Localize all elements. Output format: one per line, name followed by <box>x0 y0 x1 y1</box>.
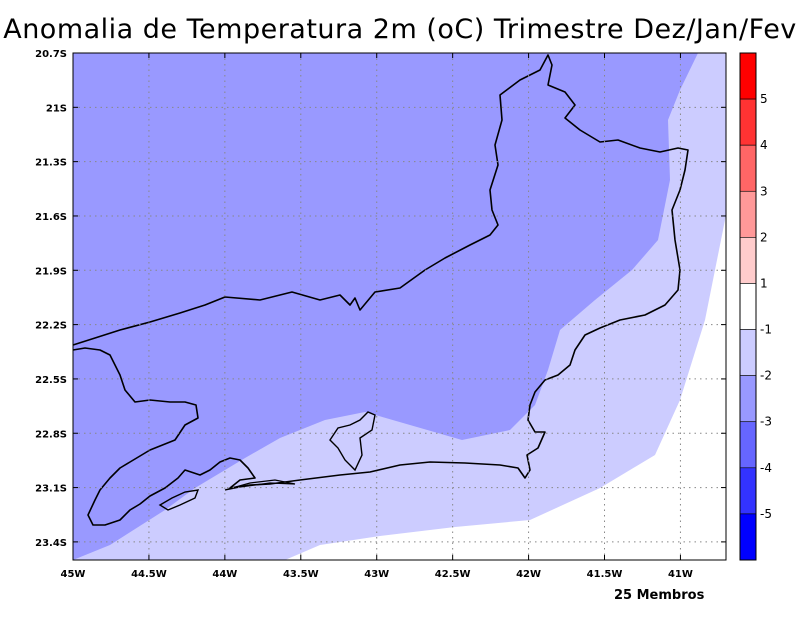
colorbar-label: -3 <box>760 415 772 429</box>
y-tick-label: 20.7S <box>35 49 67 60</box>
colorbar-frame <box>739 52 757 561</box>
colorbar-swatch <box>739 329 757 376</box>
x-tick-label: 43W <box>364 569 389 580</box>
guanabara-bay-outline <box>329 411 376 472</box>
plot-frame <box>72 52 727 561</box>
y-tick-label: 22.2S <box>35 321 67 332</box>
y-tick-label: 22.8S <box>35 429 67 440</box>
y-tick-label: 22.5S <box>35 375 67 386</box>
colorbar-label: 1 <box>760 276 768 290</box>
colorbar-swatch <box>739 283 757 330</box>
x-tick-label: 43.5W <box>283 569 319 580</box>
colorbar-label: 5 <box>760 92 768 106</box>
x-tick-label: 44W <box>212 569 237 580</box>
ensemble-members-note: 25 Membros <box>614 588 705 603</box>
marambaia-sandbar <box>224 479 296 491</box>
x-tick-label: 41.5W <box>587 569 623 580</box>
y-tick-label: 23.4S <box>35 538 67 549</box>
x-tick-label: 42W <box>516 569 541 580</box>
colorbar-swatch <box>739 467 757 515</box>
colorbar-swatch <box>739 375 757 423</box>
colorbar-label: 3 <box>760 184 768 198</box>
y-tick-label: 23.1S <box>35 484 67 495</box>
colorbar-label: 2 <box>760 230 768 244</box>
map-title: Anomalia de Temperatura 2m (oC) Trimestr… <box>3 14 797 45</box>
x-tick-label: 41W <box>668 569 693 580</box>
colorbar-swatch <box>739 144 757 192</box>
x-tick-label: 45W <box>61 569 86 580</box>
colorbar-swatch <box>739 513 757 561</box>
colorbar-swatch <box>739 52 757 100</box>
colorbar-swatch <box>739 98 757 146</box>
y-tick-label: 21.9S <box>35 266 67 277</box>
colorbar-label: -4 <box>760 461 772 475</box>
x-tick-label: 42.5W <box>435 569 471 580</box>
colorbar-swatch <box>739 190 757 238</box>
colorbar-label: -5 <box>760 507 772 521</box>
anomaly-band-minus3-minus2 <box>73 53 698 560</box>
colorbar-swatch <box>739 237 757 284</box>
state-boundary <box>72 54 689 526</box>
y-tick-label: 21S <box>46 103 67 114</box>
colorbar-label: -2 <box>760 369 772 383</box>
colorbar-label: 4 <box>760 138 768 152</box>
y-tick-label: 21.6S <box>35 212 67 223</box>
colorbar-swatch <box>739 421 757 469</box>
colorbar-label: -1 <box>760 323 772 337</box>
y-tick-label: 21.3S <box>35 158 67 169</box>
ilha-grande-outline <box>158 489 200 511</box>
x-tick-label: 44.5W <box>131 569 167 580</box>
